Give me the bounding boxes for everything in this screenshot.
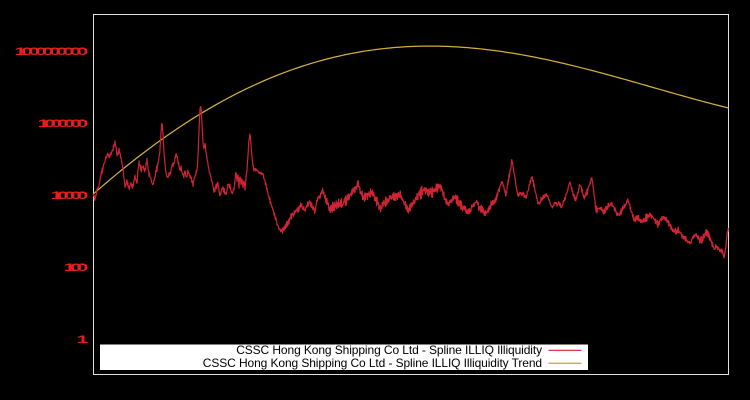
svg-text:0: 0 <box>57 117 69 129</box>
svg-text:CSSC Hong Kong Shipping Co Ltd: CSSC Hong Kong Shipping Co Ltd - Spline … <box>236 343 542 357</box>
svg-text:CSSC Hong Kong Shipping Co Ltd: CSSC Hong Kong Shipping Co Ltd - Spline … <box>203 356 542 370</box>
svg-text:0: 0 <box>70 117 82 129</box>
svg-text:0: 0 <box>76 261 88 273</box>
svg-text:0: 0 <box>76 45 88 57</box>
svg-text:1: 1 <box>51 189 63 201</box>
svg-text:0: 0 <box>70 189 82 201</box>
svg-text:0: 0 <box>49 45 61 57</box>
svg-text:1: 1 <box>63 261 75 273</box>
svg-text:1: 1 <box>37 117 49 129</box>
svg-text:0: 0 <box>28 45 40 57</box>
svg-text:0: 0 <box>42 45 54 57</box>
svg-text:0: 0 <box>76 117 88 129</box>
svg-text:0: 0 <box>51 117 63 129</box>
svg-text:1: 1 <box>76 333 88 345</box>
svg-text:0: 0 <box>63 117 75 129</box>
svg-text:0: 0 <box>21 45 33 57</box>
svg-text:0: 0 <box>44 117 56 129</box>
svg-text:0: 0 <box>57 189 69 201</box>
svg-text:0: 0 <box>56 45 68 57</box>
svg-text:1: 1 <box>14 45 26 57</box>
svg-text:0: 0 <box>63 189 75 201</box>
svg-text:0: 0 <box>35 45 47 57</box>
svg-text:0: 0 <box>63 45 75 57</box>
svg-text:0: 0 <box>70 261 82 273</box>
svg-text:0: 0 <box>76 189 88 201</box>
svg-text:0: 0 <box>70 45 82 57</box>
